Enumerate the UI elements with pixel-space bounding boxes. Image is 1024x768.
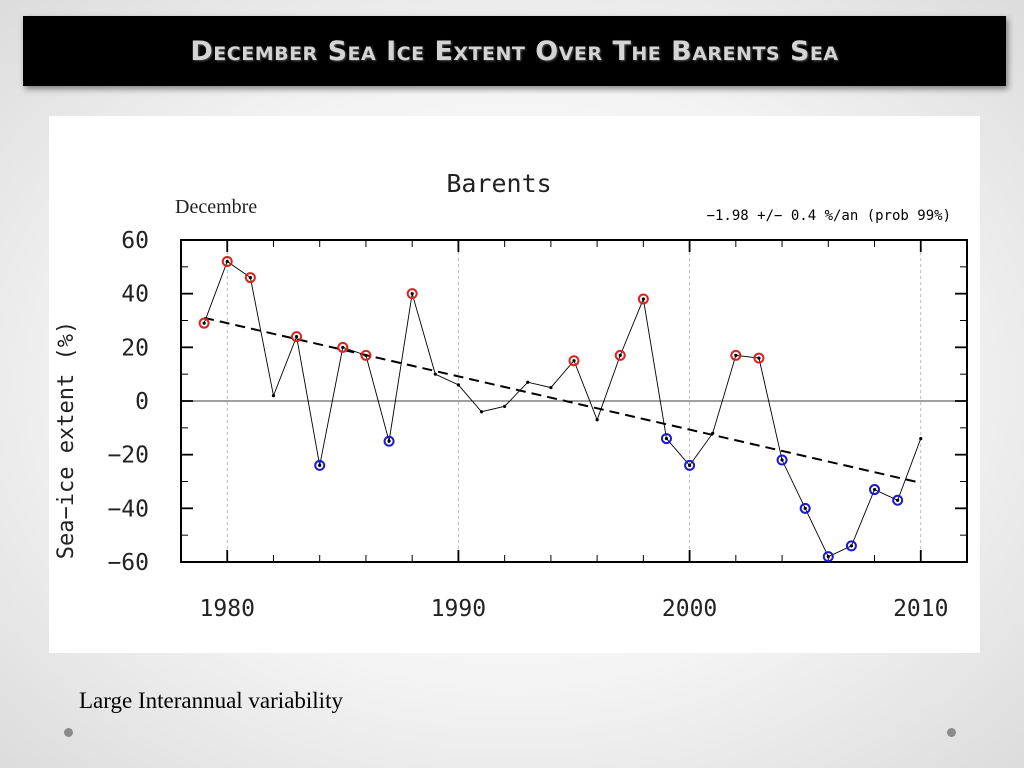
data-point bbox=[572, 359, 576, 363]
left-corner-dot bbox=[64, 728, 73, 737]
data-point-ring bbox=[730, 349, 742, 361]
data-point bbox=[595, 418, 599, 422]
data-point bbox=[618, 353, 622, 357]
data-point bbox=[456, 383, 461, 387]
data-point bbox=[387, 439, 391, 443]
data-point bbox=[364, 353, 368, 357]
trend-layer bbox=[203, 316, 921, 484]
series-line bbox=[203, 260, 922, 558]
data-point-ring bbox=[337, 341, 349, 353]
data-point bbox=[271, 394, 276, 398]
data-point bbox=[919, 436, 923, 441]
data-point-ring bbox=[360, 349, 372, 361]
data-point bbox=[826, 555, 830, 559]
tick-layer bbox=[180, 239, 968, 563]
data-point bbox=[503, 404, 507, 408]
chart-panel: 1980 1990 2000 2010 60 40 20 0 −20 −40 −60 Barents… bbox=[49, 116, 980, 653]
data-point bbox=[664, 436, 669, 441]
title-bar: December Sea Ice Extent Over The Barents… bbox=[23, 16, 1006, 86]
x-tick-label: 1990 bbox=[431, 596, 486, 622]
data-point bbox=[248, 275, 252, 280]
chart-title: Barents bbox=[446, 169, 551, 198]
data-point-ring bbox=[244, 272, 256, 284]
right-corner-dot bbox=[947, 728, 956, 737]
series-layer bbox=[198, 255, 923, 563]
data-point bbox=[803, 506, 807, 510]
data-point-ring bbox=[198, 317, 210, 329]
y-tick-label: 0 bbox=[135, 389, 149, 415]
data-point bbox=[318, 463, 322, 467]
data-point-ring bbox=[406, 288, 418, 300]
data-point-ring bbox=[568, 355, 580, 367]
data-point bbox=[479, 410, 484, 414]
data-point bbox=[896, 498, 900, 502]
slide-caption: Large Interannual variability bbox=[79, 688, 343, 713]
data-point bbox=[780, 458, 784, 462]
y-tick-label: −40 bbox=[107, 496, 149, 522]
data-point-ring bbox=[637, 293, 649, 305]
data-point-ring bbox=[869, 484, 881, 496]
trend-annotation: −1.98 +/− 0.4 %/an (prob 99%) bbox=[707, 208, 951, 224]
data-point-ring bbox=[776, 454, 788, 466]
data-point bbox=[433, 372, 437, 376]
data-point-ring bbox=[799, 502, 811, 514]
data-point-ring bbox=[822, 551, 834, 563]
label-layer: 1980 1990 2000 2010 60 40 20 0 −20 −40 −60 bbox=[107, 228, 948, 622]
data-point bbox=[294, 335, 299, 339]
data-point bbox=[526, 380, 530, 384]
data-point bbox=[757, 356, 761, 360]
y-tick-label: 40 bbox=[121, 282, 149, 308]
data-point bbox=[734, 353, 738, 357]
trend-line bbox=[203, 316, 921, 484]
data-point-ring bbox=[684, 459, 696, 471]
data-point-ring bbox=[314, 459, 326, 471]
chart-subtitle: Decembre bbox=[175, 196, 257, 218]
y-tick-label: −60 bbox=[107, 550, 149, 576]
y-axis-label: Sea−ice extent (%) bbox=[54, 321, 79, 559]
x-tick-label: 1980 bbox=[200, 596, 255, 622]
data-point-ring bbox=[845, 540, 857, 552]
x-tick-label: 2000 bbox=[662, 596, 717, 622]
data-point-ring bbox=[221, 255, 233, 267]
data-point bbox=[225, 259, 229, 264]
data-point-ring bbox=[892, 494, 904, 506]
data-point-ring bbox=[753, 352, 765, 364]
sea-ice-chart: 1980 1990 2000 2010 60 40 20 0 −20 −40 −60 Barents… bbox=[54, 169, 968, 622]
data-point-ring bbox=[383, 435, 395, 447]
data-point bbox=[849, 544, 854, 548]
data-point bbox=[549, 385, 553, 390]
y-tick-label: 20 bbox=[121, 335, 149, 361]
data-point bbox=[711, 431, 715, 435]
data-point bbox=[872, 487, 877, 492]
data-point bbox=[641, 297, 645, 301]
data-point bbox=[202, 321, 206, 325]
data-point bbox=[341, 345, 345, 349]
data-point-ring bbox=[614, 349, 626, 361]
data-point-ring bbox=[660, 433, 672, 445]
data-point bbox=[687, 463, 692, 467]
data-point-ring bbox=[291, 331, 303, 343]
y-tick-label: 60 bbox=[121, 228, 149, 254]
slide-title: December Sea Ice Extent Over The Barents… bbox=[190, 35, 839, 67]
y-tick-label: −20 bbox=[107, 443, 149, 469]
x-tick-label: 2010 bbox=[893, 596, 948, 622]
data-point bbox=[410, 292, 414, 296]
